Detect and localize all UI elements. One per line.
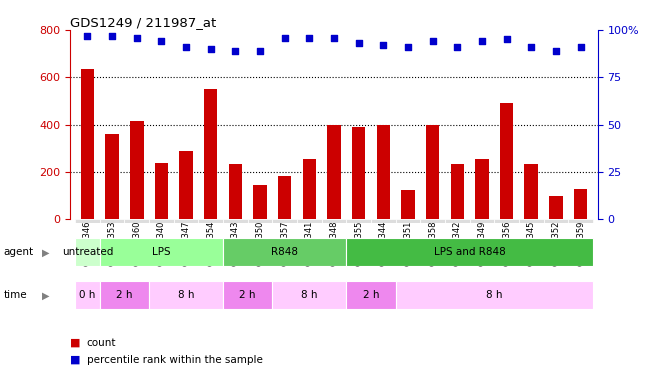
Point [132, 34, 142, 40]
Bar [475, 159, 489, 219]
Text: 2 h: 2 h [363, 290, 379, 300]
Bar [278, 176, 291, 219]
FancyBboxPatch shape [124, 219, 149, 223]
FancyBboxPatch shape [470, 219, 494, 223]
Bar [549, 196, 562, 219]
Point [550, 48, 561, 54]
Bar [106, 134, 119, 219]
Point [279, 34, 290, 40]
Point [156, 38, 167, 44]
FancyBboxPatch shape [223, 219, 248, 223]
Text: 2 h: 2 h [116, 290, 133, 300]
Point [353, 40, 364, 46]
Bar [130, 121, 144, 219]
Text: 8 h: 8 h [486, 290, 502, 300]
Bar [253, 185, 267, 219]
Text: ▶: ▶ [42, 291, 49, 300]
FancyBboxPatch shape [100, 219, 124, 223]
FancyBboxPatch shape [322, 219, 346, 223]
Bar [303, 159, 316, 219]
Bar [352, 127, 365, 219]
Text: ■: ■ [70, 338, 81, 348]
Point [255, 48, 265, 54]
Text: 8 h: 8 h [301, 290, 317, 300]
Bar [204, 89, 218, 219]
Bar [500, 104, 514, 219]
Text: 2 h: 2 h [239, 290, 256, 300]
Bar [81, 69, 94, 219]
Text: ▶: ▶ [42, 248, 49, 257]
Point [230, 48, 240, 54]
Point [181, 44, 192, 50]
Point [452, 44, 463, 50]
Bar [154, 163, 168, 219]
Point [428, 38, 438, 44]
Text: 0 h: 0 h [79, 290, 96, 300]
FancyBboxPatch shape [371, 219, 395, 223]
Text: GDS1249 / 211987_at: GDS1249 / 211987_at [70, 16, 216, 29]
FancyBboxPatch shape [519, 219, 544, 223]
FancyBboxPatch shape [420, 219, 445, 223]
FancyBboxPatch shape [395, 219, 420, 223]
FancyBboxPatch shape [297, 219, 322, 223]
Point [82, 33, 93, 39]
Point [575, 44, 586, 50]
Text: R848: R848 [271, 247, 298, 257]
Bar [426, 124, 440, 219]
Bar [377, 124, 390, 219]
FancyBboxPatch shape [346, 281, 395, 309]
FancyBboxPatch shape [223, 281, 273, 309]
FancyBboxPatch shape [273, 219, 297, 223]
Point [304, 34, 315, 40]
FancyBboxPatch shape [75, 238, 100, 266]
Text: count: count [87, 338, 116, 348]
Bar [179, 151, 193, 219]
FancyBboxPatch shape [395, 281, 593, 309]
Point [205, 46, 216, 52]
Bar [524, 164, 538, 219]
Bar [401, 190, 415, 219]
FancyBboxPatch shape [248, 219, 273, 223]
FancyBboxPatch shape [544, 219, 568, 223]
Text: LPS: LPS [152, 247, 171, 257]
FancyBboxPatch shape [223, 238, 346, 266]
Point [476, 38, 487, 44]
Text: 8 h: 8 h [178, 290, 194, 300]
FancyBboxPatch shape [346, 238, 593, 266]
Bar [228, 164, 242, 219]
FancyBboxPatch shape [198, 219, 223, 223]
FancyBboxPatch shape [494, 219, 519, 223]
FancyBboxPatch shape [273, 281, 346, 309]
Bar [327, 124, 341, 219]
FancyBboxPatch shape [346, 219, 371, 223]
FancyBboxPatch shape [149, 281, 223, 309]
FancyBboxPatch shape [568, 219, 593, 223]
Text: ■: ■ [70, 355, 81, 365]
Text: percentile rank within the sample: percentile rank within the sample [87, 355, 263, 365]
FancyBboxPatch shape [445, 219, 470, 223]
Text: agent: agent [3, 248, 33, 257]
Point [107, 33, 118, 39]
Point [526, 44, 536, 50]
FancyBboxPatch shape [100, 238, 223, 266]
FancyBboxPatch shape [100, 281, 149, 309]
Bar [450, 164, 464, 219]
FancyBboxPatch shape [149, 219, 174, 223]
Point [501, 36, 512, 42]
Text: LPS and R848: LPS and R848 [434, 247, 506, 257]
FancyBboxPatch shape [174, 219, 198, 223]
Point [329, 34, 339, 40]
Point [378, 42, 389, 48]
FancyBboxPatch shape [75, 219, 100, 223]
Point [403, 44, 413, 50]
Text: time: time [3, 291, 27, 300]
Bar [574, 189, 587, 219]
FancyBboxPatch shape [75, 281, 100, 309]
Text: untreated: untreated [61, 247, 113, 257]
